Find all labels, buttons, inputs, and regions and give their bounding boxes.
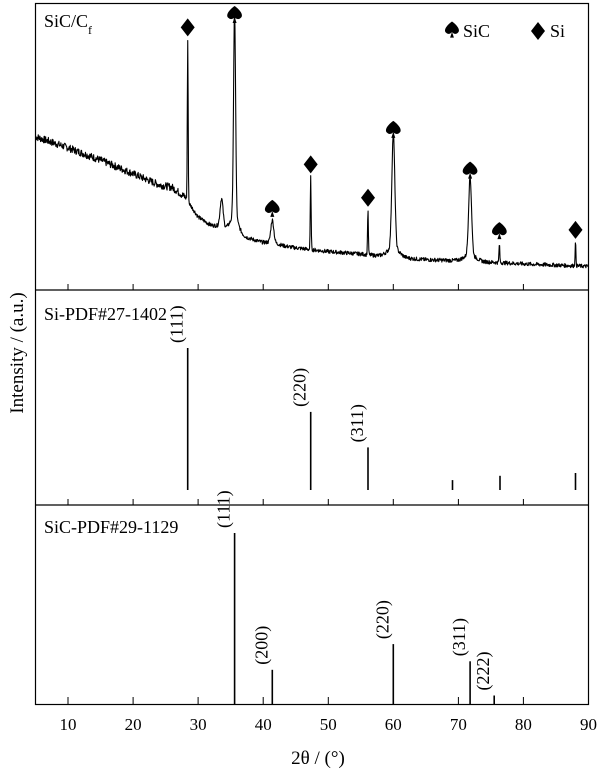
x-tick-label-60: 60 bbox=[385, 715, 402, 734]
sic-pdf-stick-label-1: (200) bbox=[251, 626, 272, 665]
x-tick-label-70: 70 bbox=[450, 715, 467, 734]
sic-pdf-stick-label-3: (311) bbox=[449, 618, 470, 656]
peak-marker-spade-6 bbox=[462, 161, 478, 179]
x-tick-label-10: 10 bbox=[60, 715, 77, 734]
x-tick-label-50: 50 bbox=[320, 715, 337, 734]
x-axis-title: 2θ / (°) bbox=[291, 748, 345, 769]
peak-marker-spade-7 bbox=[492, 222, 507, 240]
x-tick-label-80: 80 bbox=[515, 715, 532, 734]
x-tick-label-90: 90 bbox=[580, 715, 597, 734]
legend-si-label: Si bbox=[550, 21, 565, 41]
peak-marker-diamond-4 bbox=[361, 188, 375, 207]
xrd-trace-line bbox=[35, 9, 589, 269]
si-pdf-stick-label-2: (311) bbox=[347, 404, 368, 442]
peak-marker-spade-1 bbox=[227, 6, 242, 23]
sic-pdf-stick-label-4: (222) bbox=[473, 652, 494, 691]
panel-sic-cf: SiC/Cf SiC Si bbox=[35, 6, 589, 269]
si-pdf-stick-label-0: (111) bbox=[167, 305, 188, 343]
legend: SiC Si bbox=[445, 21, 565, 41]
legend-si-diamond-icon bbox=[531, 22, 545, 40]
panel2-label: Si-PDF#27-1402 bbox=[44, 304, 167, 324]
x-tick-label-30: 30 bbox=[190, 715, 207, 734]
peak-marker-diamond-0 bbox=[180, 18, 195, 37]
panel-si-pdf: Si-PDF#27-1402 (111) (220) (311) bbox=[44, 304, 577, 490]
x-tick-label-20: 20 bbox=[125, 715, 142, 734]
peak-marker-spade-2 bbox=[264, 199, 280, 217]
y-axis-title: Intensity / (a.u.) bbox=[7, 292, 28, 413]
peak-marker-diamond-3 bbox=[303, 155, 318, 174]
panel3-label: SiC-PDF#29-1129 bbox=[44, 517, 178, 537]
sic-pdf-stick-label-0: (111) bbox=[214, 490, 235, 528]
legend-sic-spade-icon bbox=[445, 21, 459, 38]
sic-pdf-stick-label-2: (220) bbox=[372, 600, 393, 639]
panel-sic-pdf: SiC-PDF#29-1129 (111) (200) (220) (311)(222… bbox=[44, 490, 496, 704]
peak-marker-spade-5 bbox=[385, 120, 401, 138]
peak-marker-diamond-8 bbox=[568, 220, 583, 239]
panel1-label: SiC/Cf bbox=[44, 11, 92, 37]
x-axis: 10 20 30 40 50 60 70 80 90 bbox=[60, 284, 597, 734]
x-tick-label-40: 40 bbox=[255, 715, 272, 734]
si-pdf-stick-label-1: (220) bbox=[290, 368, 311, 407]
legend-sic-label: SiC bbox=[463, 21, 490, 41]
plot-frame bbox=[34, 2, 590, 706]
